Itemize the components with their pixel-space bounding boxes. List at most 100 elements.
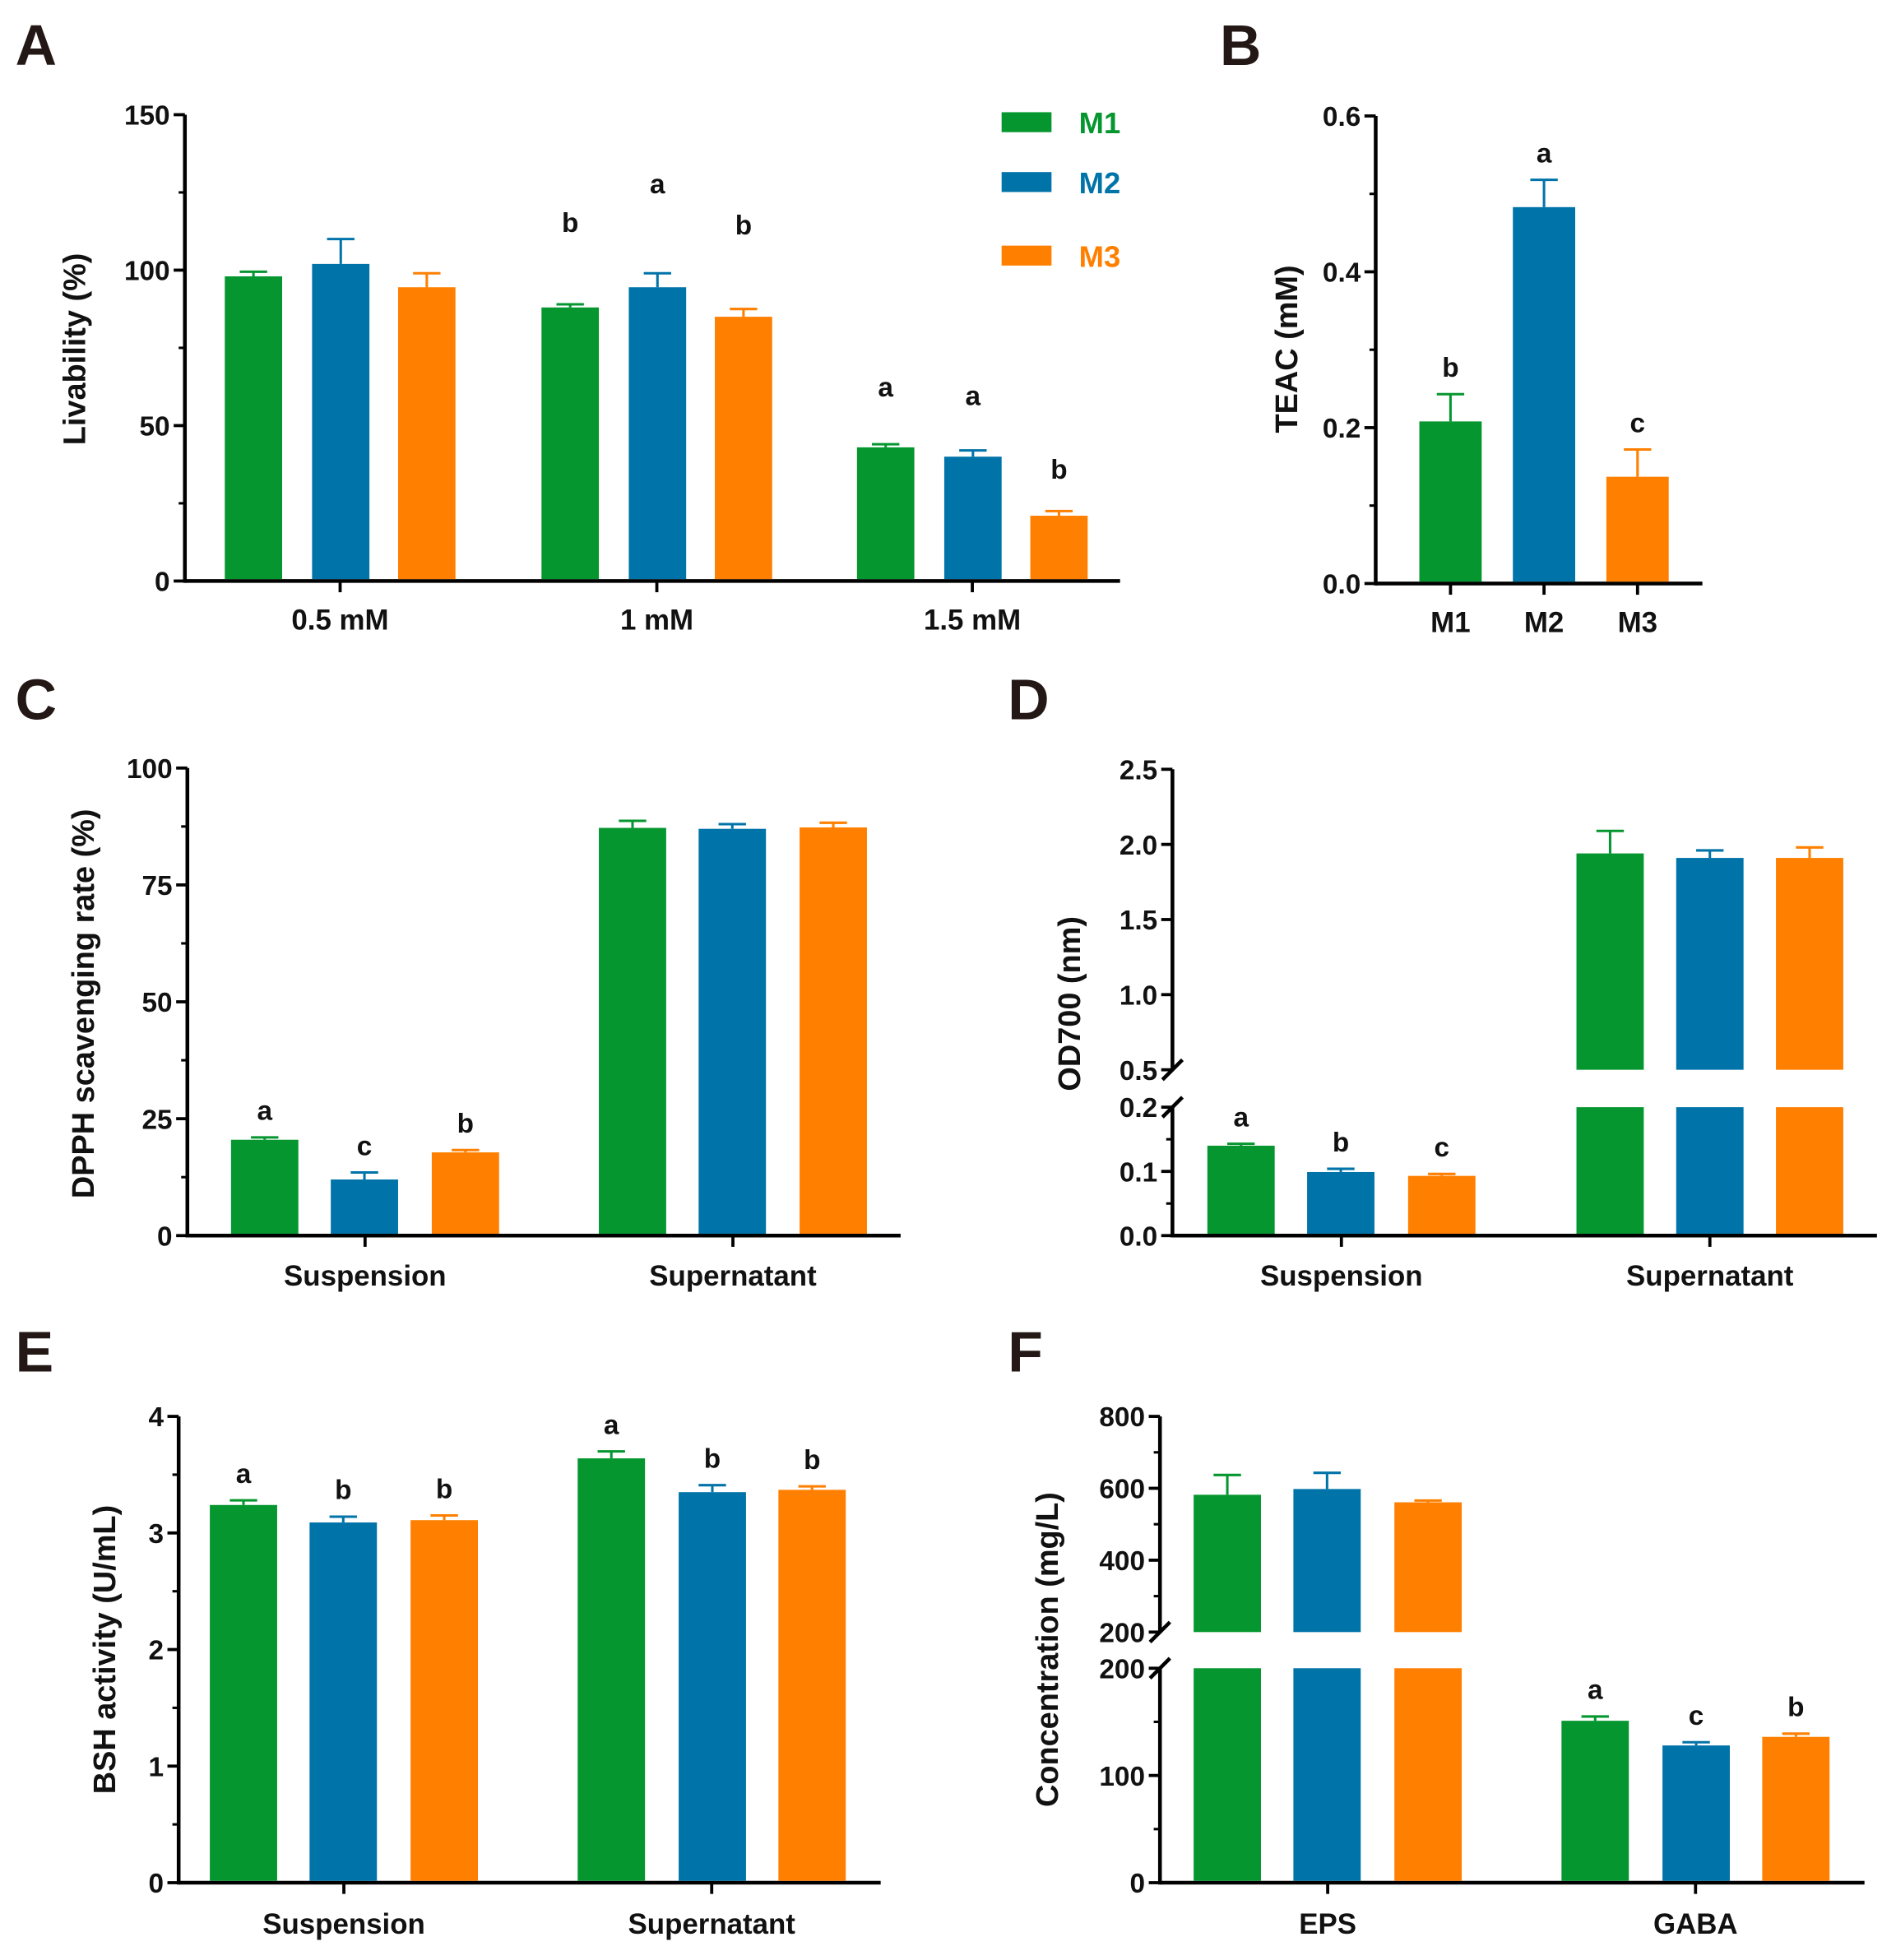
bar-m1 <box>210 1504 277 1881</box>
significance-letter: b <box>457 1109 474 1139</box>
bar-m2 <box>628 287 687 580</box>
bar-m3 <box>1606 476 1669 582</box>
y-tick-label: 50 <box>139 412 169 443</box>
legend-label: M2 <box>1079 166 1121 200</box>
axis-break-mark <box>1148 1620 1171 1644</box>
significance-letter: a <box>1588 1675 1603 1706</box>
significance-letter: b <box>1333 1128 1349 1158</box>
y-tick-label: 0.1 <box>1120 1157 1157 1188</box>
bar-m1 <box>225 276 283 580</box>
bar-m2 <box>312 263 370 580</box>
x-tick-label: 1.5 mM <box>924 605 1021 637</box>
bar-m1 <box>1194 1494 1261 1633</box>
y-tick-label: 200 <box>1099 1654 1145 1684</box>
y-axis-label: Livability (%) <box>58 253 92 446</box>
bar-m1 <box>577 1458 646 1881</box>
bar-m3 <box>1407 1175 1476 1234</box>
y-tick-label: 2.0 <box>1120 831 1157 861</box>
bar-m3 <box>1030 516 1088 580</box>
bar-m2 <box>309 1522 378 1881</box>
bar-m3 <box>431 1152 499 1234</box>
panel-letter: C <box>16 668 57 732</box>
significance-letter: a <box>1233 1102 1249 1133</box>
x-tick-label: M2 <box>1524 607 1564 639</box>
y-axis-label: Concentration (mg/L) <box>1031 1492 1065 1807</box>
significance-letter: b <box>704 1443 721 1474</box>
significance-letter: a <box>1537 138 1552 169</box>
bar-m1 <box>1576 853 1644 1070</box>
y-tick-label: 0.0 <box>1323 570 1361 600</box>
significance-letter: b <box>335 1476 351 1506</box>
x-tick-label: M3 <box>1618 607 1657 639</box>
y-tick-label: 0.5 <box>1120 1056 1157 1087</box>
y-tick-label: 0 <box>1129 1869 1145 1899</box>
bar-m3 <box>778 1490 846 1881</box>
y-tick-label: 0.2 <box>1120 1093 1157 1124</box>
x-tick-label: 1 mM <box>620 605 693 637</box>
significance-letter: a <box>236 1459 252 1490</box>
bar-m1 <box>1207 1145 1275 1234</box>
bar-m2 <box>1513 206 1575 582</box>
bar-m3 <box>800 827 867 1234</box>
panel-letter: B <box>1220 13 1261 77</box>
y-tick-label: 150 <box>124 101 170 132</box>
significance-letter: b <box>804 1445 820 1476</box>
panel-letter: F <box>1008 1319 1043 1383</box>
significance-letter: b <box>735 211 752 241</box>
legend-label: M1 <box>1079 106 1121 140</box>
y-tick-label: 0.6 <box>1323 102 1361 132</box>
bar-m2 <box>943 456 1002 580</box>
significance-letter: a <box>966 382 981 412</box>
y-axis-label: TEAC (mM) <box>1270 265 1305 433</box>
y-tick-label: 400 <box>1099 1546 1145 1577</box>
axis-break-mark <box>1148 1657 1171 1680</box>
significance-letter: c <box>1630 408 1646 438</box>
y-tick-label: 0 <box>155 568 170 598</box>
x-tick-label: GABA <box>1653 1908 1738 1940</box>
significance-letter: b <box>562 208 578 239</box>
panel-letter: E <box>16 1319 54 1383</box>
y-tick-label: 0 <box>148 1869 164 1899</box>
significance-letter: c <box>357 1131 373 1161</box>
legend-swatch-m3 <box>1001 245 1052 266</box>
x-tick-label: Suspension <box>284 1260 447 1292</box>
y-axis-label: BSH activity (U/mL) <box>88 1505 123 1794</box>
bar-m3 <box>1394 1668 1463 1881</box>
y-tick-label: 100 <box>124 257 170 287</box>
bar-m3 <box>397 287 456 580</box>
y-tick-label: 75 <box>142 871 173 901</box>
legend-swatch-m2 <box>1001 172 1052 192</box>
bar-m1 <box>599 827 666 1234</box>
significance-letter: b <box>1787 1693 1804 1723</box>
significance-letter: a <box>257 1096 273 1127</box>
bar-m2 <box>679 1492 746 1881</box>
panel-d: D OD700 (nm) 0.0 0.1 0.2 0.5 1.0 1.5 2.0 2.5 Suspe… <box>1008 668 1877 1292</box>
bar-m1 <box>230 1139 299 1234</box>
y-tick-label: 1.5 <box>1120 906 1157 936</box>
x-tick-label: 0.5 mM <box>291 605 388 637</box>
y-tick-label: 50 <box>142 988 173 1018</box>
bar-m3 <box>1762 1736 1830 1881</box>
y-tick-label: 800 <box>1099 1402 1145 1433</box>
y-tick-label: 3 <box>148 1519 164 1550</box>
significance-letter: b <box>1442 353 1458 383</box>
x-tick-label: Supernatant <box>628 1908 796 1940</box>
y-tick-label: 100 <box>1099 1762 1145 1792</box>
bar-m3 <box>1776 1107 1843 1234</box>
bar-m1 <box>1419 421 1482 582</box>
bar-m1 <box>1576 1107 1644 1234</box>
y-tick-label: 4 <box>148 1402 164 1433</box>
bar-m2 <box>1293 1668 1361 1881</box>
significance-letter: c <box>1689 1701 1704 1731</box>
panel-letter: A <box>16 13 57 77</box>
panel-e: E BSH activity (U/mL) 0 1 2 3 4 Suspension Super… <box>16 1319 881 1940</box>
bar-m2 <box>698 828 767 1234</box>
bar-m2 <box>1676 858 1744 1070</box>
significance-letter: a <box>878 373 893 403</box>
legend: M1 M2 M3 <box>1001 106 1121 273</box>
y-tick-label: 25 <box>142 1105 173 1135</box>
bar-m3 <box>1394 1502 1463 1633</box>
bar-m2 <box>1307 1171 1374 1234</box>
x-tick-label: Suspension <box>262 1908 425 1940</box>
